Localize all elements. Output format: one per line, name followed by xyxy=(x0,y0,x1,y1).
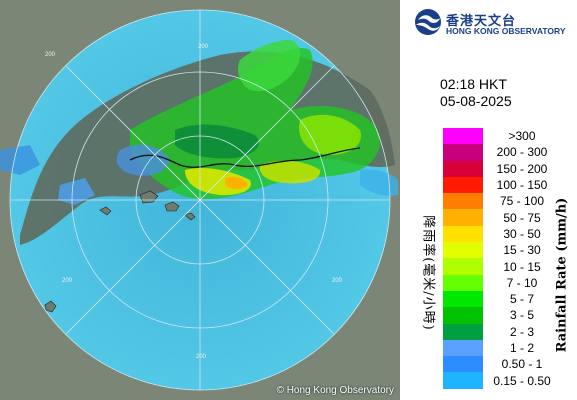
legend-label: 200 - 300 xyxy=(496,145,548,160)
range-label-northwest: 200 xyxy=(45,52,56,58)
legend-label: 30 - 50 xyxy=(503,226,541,241)
rainfall-legend: >300 200 - 300 150 - 200 100 - 150 75 - 100 5… xyxy=(443,128,561,389)
logo-name-english: HONG KONG OBSERVATORY xyxy=(446,26,566,36)
range-rings xyxy=(9,9,391,391)
legend-row: 0.15 - 0.50 xyxy=(443,372,561,389)
rain-band-green xyxy=(130,48,380,200)
rain-cell-dark xyxy=(175,124,259,159)
legend-label: 100 - 150 xyxy=(496,178,548,193)
legend-swatch xyxy=(443,225,483,243)
legend-swatch xyxy=(443,128,483,145)
rain-cell-west-edge xyxy=(0,145,40,175)
legend-row: 75 - 100 xyxy=(443,193,561,210)
legend-row: 2 - 3 xyxy=(443,323,561,340)
legend-row: 15 - 30 xyxy=(443,242,561,259)
islands xyxy=(44,190,196,313)
range-label-west: 200 xyxy=(62,278,73,284)
timestamp-date: 05-08-2025 xyxy=(440,93,512,109)
timestamp-time: 02:18 HKT xyxy=(440,76,507,92)
legend-row: 150 - 200 xyxy=(443,160,561,177)
legend-row: 0.50 - 1 xyxy=(443,356,561,373)
legend-row: 3 - 5 xyxy=(443,307,561,324)
legend-label: 0.50 - 1 xyxy=(501,357,543,372)
hko-logo-icon xyxy=(415,9,441,35)
legend-swatch xyxy=(443,339,483,357)
legend-label: 3 - 5 xyxy=(509,308,534,323)
info-panel: 香港天文台 HONG KONG OBSERVATORY 02:18 HKT 05… xyxy=(400,0,577,400)
legend-swatch xyxy=(443,258,483,275)
range-label-north: 200 xyxy=(198,44,209,50)
legend-swatch xyxy=(443,372,483,389)
legend-label: 75 - 100 xyxy=(499,194,545,209)
legend-label: 5 - 7 xyxy=(509,292,534,307)
range-label-east: 200 xyxy=(332,278,343,284)
legend-label: 0.15 - 0.50 xyxy=(493,373,551,388)
legend-label: 50 - 75 xyxy=(503,210,541,225)
rain-cell-orange xyxy=(225,176,248,189)
legend-label: 2 - 3 xyxy=(509,324,534,339)
rain-cell-east xyxy=(299,114,361,155)
legend-row: 30 - 50 xyxy=(443,225,561,243)
legend-swatch xyxy=(443,176,483,194)
rain-cell-yellow-east xyxy=(259,160,321,184)
legend-row: 200 - 300 xyxy=(443,144,561,161)
legend-title-english: Rainfall Rate (mm/h) xyxy=(554,197,570,353)
radar-map-graphic: 200 200 200 200 200 xyxy=(0,9,398,391)
rain-cell-north xyxy=(238,39,301,92)
hko-logo: 香港天文台 HONG KONG OBSERVATORY xyxy=(414,6,574,40)
legend-row: 10 - 15 xyxy=(443,258,561,275)
legend-swatch xyxy=(443,160,483,177)
legend-swatch xyxy=(443,307,483,324)
legend-swatch xyxy=(443,242,483,259)
legend-label: >300 xyxy=(508,129,536,144)
logo-name-chinese: 香港天文台 xyxy=(446,14,517,29)
legend-row: 100 - 150 xyxy=(443,176,561,194)
rain-cell-southwest xyxy=(58,178,95,205)
legend-label: 10 - 15 xyxy=(503,259,541,274)
legend-label: 15 - 30 xyxy=(503,243,541,258)
legend-swatch xyxy=(443,274,483,291)
legend-row: 7 - 10 xyxy=(443,274,561,291)
legend-swatch xyxy=(443,323,483,340)
legend-row: 5 - 7 xyxy=(443,290,561,308)
radar-map: 200 200 200 200 200 © Hong Kong Observat… xyxy=(0,0,400,400)
timestamp: 02:18 HKT 05-08-2025 xyxy=(440,76,512,110)
legend-swatch xyxy=(443,193,483,210)
legend-label: 7 - 10 xyxy=(506,275,538,290)
legend-swatch xyxy=(443,209,483,226)
range-labels: 200 200 200 200 200 xyxy=(45,44,343,360)
legend-row: >300 xyxy=(443,128,561,145)
range-label-south: 200 xyxy=(196,354,207,360)
legend-swatch xyxy=(443,144,483,161)
legend-row: 50 - 75 xyxy=(443,209,561,226)
legend-label: 150 - 200 xyxy=(496,161,548,176)
legend-swatch xyxy=(443,290,483,308)
legend-title-chinese: 降雨率(毫米/小時) xyxy=(420,215,436,331)
legend-label: 1 - 2 xyxy=(509,341,534,355)
legend-swatch xyxy=(443,356,483,373)
copyright-text: © Hong Kong Observatory xyxy=(276,385,394,396)
legend-row: 1 - 2 xyxy=(443,339,561,357)
